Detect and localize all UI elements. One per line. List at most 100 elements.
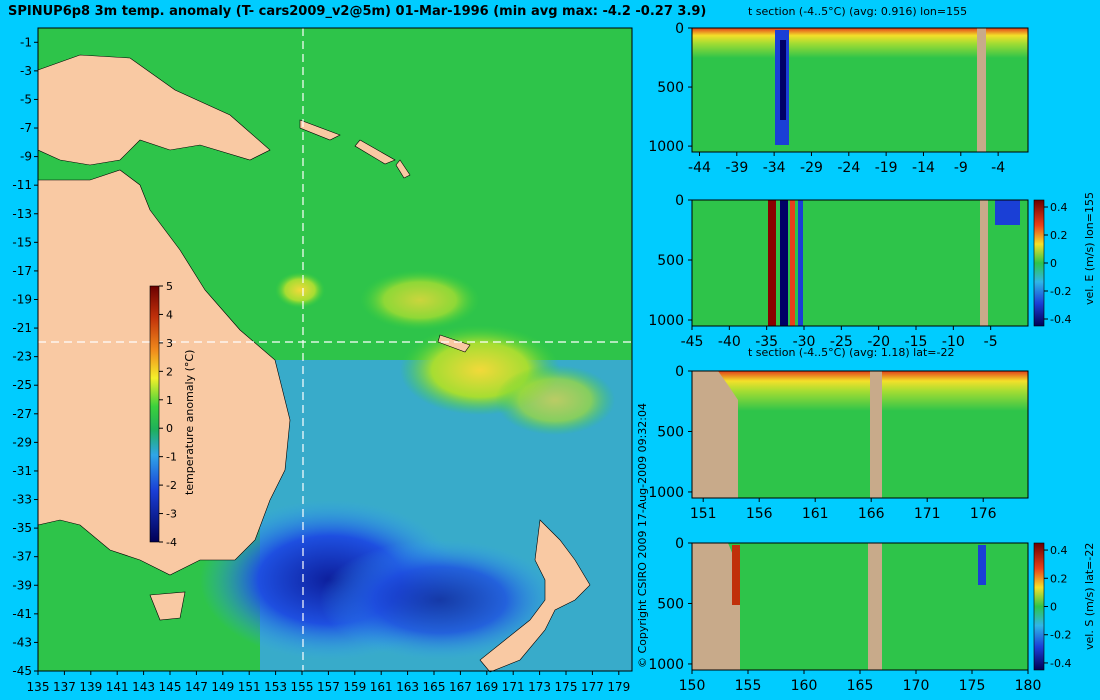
lon-tick-label: 159 <box>343 680 366 694</box>
depth-tick-label: 500 <box>657 80 684 96</box>
lon-tick-label: 165 <box>423 680 446 694</box>
x-tick-label: 161 <box>802 506 829 522</box>
depth-tick-label: 1000 <box>648 313 684 329</box>
x-tick-label: 165 <box>847 678 874 694</box>
vel-colorbar-tick-label: 0.4 <box>1050 201 1068 214</box>
x-tick-label: 156 <box>746 506 773 522</box>
lon-tick-label: 149 <box>211 680 234 694</box>
panel1-cold-core <box>780 40 786 120</box>
x-tick-label: 176 <box>970 506 997 522</box>
lon-tick-label: 147 <box>185 680 208 694</box>
x-tick-label: -19 <box>875 160 898 176</box>
x-tick-label: -40 <box>718 334 741 350</box>
colorbar-tick-label: 2 <box>166 365 173 378</box>
lat-tick-label: -25 <box>12 378 32 392</box>
x-tick-label: 150 <box>679 678 706 694</box>
lat-tick-label: -39 <box>12 578 32 592</box>
australia <box>37 169 291 576</box>
x-tick-label: -25 <box>830 334 853 350</box>
depth-tick-label: 0 <box>675 364 684 380</box>
panel2-east-jet-2 <box>790 200 795 326</box>
lat-tick-label: -3 <box>20 64 32 78</box>
map-chart: -1-3-5-7-9-11-13-15-17-19-21-23-25-27-29… <box>12 27 633 694</box>
panel1-frame <box>691 27 1029 153</box>
x-tick-label: 175 <box>959 678 986 694</box>
depth-tick-label: 0 <box>675 21 684 37</box>
x-tick-label: 171 <box>914 506 941 522</box>
x-tick-label: -4 <box>991 160 1005 176</box>
tasmania <box>149 591 186 621</box>
map-cold-eddies-2 <box>320 540 560 660</box>
lat-tick-label: -31 <box>12 464 32 478</box>
lat-tick-label: -37 <box>12 550 32 564</box>
lat-tick-label: -11 <box>12 178 32 192</box>
lat-tick-label: -21 <box>12 321 32 335</box>
map-colorbar-ticks: 5 4 3 2 1 0 -1 -2 -3 -4 <box>159 280 177 549</box>
map-title: SPINUP6p8 3m temp. anomaly (T- cars2009_… <box>8 4 707 19</box>
panel2-plot <box>692 200 1028 326</box>
lon-tick-label: 177 <box>581 680 604 694</box>
colorbar-tick-label: -1 <box>166 451 177 464</box>
panel4-north-jet <box>978 545 986 585</box>
colorbar-tick-label: -2 <box>166 479 177 492</box>
lat-tick-label: -9 <box>20 150 32 164</box>
lon-tick-label: 143 <box>132 680 155 694</box>
lat-tick-label: -7 <box>20 121 32 135</box>
depth-tick-label: 500 <box>657 253 684 269</box>
panel4-island <box>868 543 882 670</box>
x-tick-label: -39 <box>725 160 748 176</box>
colorbar-tick-label: -3 <box>166 508 177 521</box>
x-tick-label: -24 <box>837 160 860 176</box>
depth-tick-label: 1000 <box>648 657 684 673</box>
lat-tick-label: -19 <box>12 292 32 306</box>
x-tick-label: 160 <box>791 678 818 694</box>
colorbar-label: temperature anomaly (°C) <box>183 349 196 495</box>
map-axes: -1-3-5-7-9-11-13-15-17-19-21-23-25-27-29… <box>12 35 630 694</box>
x-tick-label: -35 <box>755 334 778 350</box>
panel3-frame <box>691 370 1029 499</box>
x-tick-label: -30 <box>793 334 816 350</box>
x-tick-label: -9 <box>954 160 968 176</box>
x-tick-label: 180 <box>1015 678 1042 694</box>
lat-tick-label: -5 <box>20 92 32 106</box>
panel3-island <box>870 371 882 498</box>
lon-tick-label: 155 <box>291 680 314 694</box>
x-tick-label: -15 <box>905 334 928 350</box>
depth-tick-label: 1000 <box>648 485 684 501</box>
lon-tick-label: 161 <box>370 680 393 694</box>
panel2-west-patch <box>995 200 1020 225</box>
lon-tick-label: 171 <box>502 680 525 694</box>
panel4-colorbar-label: vel. S (m/s) lat=-22 <box>1083 542 1096 650</box>
panel2-west-jet-2 <box>798 200 803 326</box>
map-warm-eddy-4 <box>495 365 615 435</box>
x-tick-label: -44 <box>688 160 711 176</box>
vel-colorbar-tick-label: -0.4 <box>1050 313 1071 326</box>
vel-colorbar-tick-label: -0.2 <box>1050 629 1071 642</box>
lon-tick-label: 141 <box>106 680 129 694</box>
solomon-islands <box>299 119 411 179</box>
lon-tick-label: 179 <box>607 680 630 694</box>
map-colorbar <box>149 285 160 543</box>
lat-tick-label: -1 <box>20 35 32 49</box>
panel2-colorbar <box>1033 199 1045 327</box>
lat-tick-label: -35 <box>12 521 32 535</box>
panel4-south-jet <box>732 545 740 605</box>
lon-tick-label: 167 <box>449 680 472 694</box>
x-tick-label: -14 <box>912 160 935 176</box>
panel4-land <box>692 543 740 670</box>
vel-colorbar-tick-label: -0.2 <box>1050 285 1071 298</box>
panel2-land <box>980 200 988 326</box>
panel2-frame <box>691 199 1029 327</box>
colorbar-tick-label: 3 <box>166 337 173 350</box>
lat-tick-label: -13 <box>12 207 32 221</box>
colorbar-tick-label: 0 <box>166 422 173 435</box>
x-tick-label: 155 <box>735 678 762 694</box>
x-tick-label: 151 <box>690 506 717 522</box>
depth-tick-label: 500 <box>657 596 684 612</box>
vel-colorbar-tick-label: 0 <box>1050 601 1057 614</box>
panel1-surface <box>692 28 1028 58</box>
lon-tick-label: 139 <box>79 680 102 694</box>
depth-tick-label: 0 <box>675 536 684 552</box>
x-tick-label: -20 <box>867 334 890 350</box>
